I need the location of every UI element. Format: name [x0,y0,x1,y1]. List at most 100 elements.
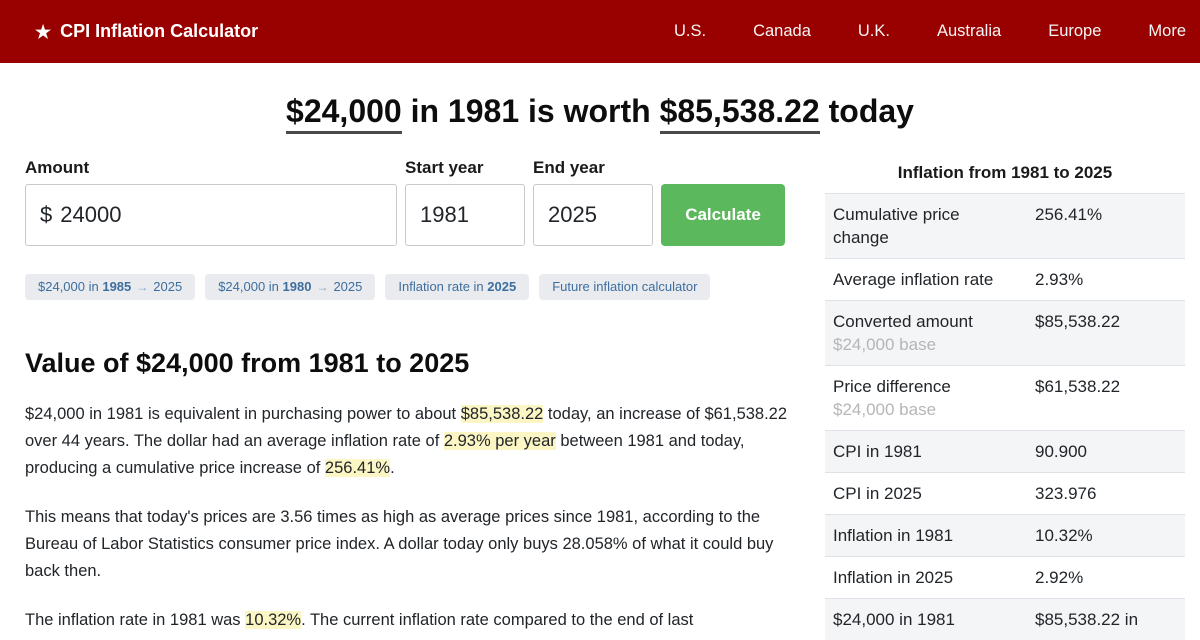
nav-link-more[interactable]: More [1148,22,1186,41]
site-brand-label: CPI Inflation Calculator [60,21,258,42]
table-row: CPI in 1981 90.900 [825,431,1185,473]
text-segment: 2025 [487,279,516,294]
stat-label-text: Inflation in 2025 [833,566,1019,589]
start-year-input[interactable] [420,202,510,228]
page-title: $24,000 in 1981 is worth $85,538.22 toda… [0,93,1200,130]
text-segment: The inflation rate in 1981 was [25,611,245,629]
title-amount-link[interactable]: $24,000 [286,93,402,134]
quick-link-pill[interactable]: Future inflation calculator [539,274,710,300]
end-year-label: End year [533,158,653,178]
text-segment: This means that today's prices are 3.56 … [25,508,773,580]
stat-label-text: Inflation in 1981 [833,524,1019,547]
title-result-link[interactable]: $85,538.22 [660,93,820,134]
main-content: Amount $ Start year End year Calculate [0,158,1200,640]
text-segment: $24,000 in 1981 is equivalent in purchas… [25,405,461,423]
stat-label-text: CPI in 1981 [833,440,1019,463]
end-year-input-box [533,184,653,246]
text-segment: 2025 [333,279,362,294]
stat-value: 256.41% [1027,194,1185,259]
text-segment: . [390,459,395,477]
stat-value: 2.93% [1027,259,1185,301]
sidebar-table-title: Inflation from 1981 to 2025 [825,163,1185,183]
calculate-button[interactable]: Calculate [661,184,785,246]
stat-label: Cumulative price change [825,194,1027,259]
article-body: $24,000 in 1981 is equivalent in purchas… [25,401,792,634]
text-segment: 1985 [102,279,131,294]
site-brand[interactable]: ★ CPI Inflation Calculator [35,21,258,42]
section-heading: Value of $24,000 from 1981 to 2025 [25,348,792,379]
stat-label: $24,000 in 1981 [825,599,1027,640]
stat-label: Inflation in 2025 [825,557,1027,599]
stat-label: Inflation in 1981 [825,515,1027,557]
stat-label: CPI in 2025 [825,473,1027,515]
stat-label: CPI in 1981 [825,431,1027,473]
highlighted-value: 256.41% [325,459,390,477]
stat-label-text: Price difference [833,375,1019,398]
article-paragraph: This means that today's prices are 3.56 … [25,504,792,585]
highlighted-value: 10.32% [245,611,301,629]
left-column: Amount $ Start year End year Calculate [25,158,792,634]
title-middle-text: in 1981 is worth [402,93,660,129]
text-segment: $24,000 in [38,279,102,294]
stat-sublabel: $24,000 base [833,398,1019,421]
stat-label-text: CPI in 2025 [833,482,1019,505]
table-row: CPI in 2025 323.976 [825,473,1185,515]
text-segment: Inflation rate in [398,279,487,294]
end-year-field-group: End year [533,158,653,246]
text-segment: Future inflation calculator [552,279,697,294]
nav-link-europe[interactable]: Europe [1048,22,1101,41]
start-year-field-group: Start year [405,158,525,246]
stat-label: Average inflation rate [825,259,1027,301]
stat-label-text: Cumulative price change [833,203,1019,249]
stat-sublabel: $24,000 base [833,333,1019,356]
text-segment: . The current inflation rate compared to… [301,611,693,629]
quick-link-pill[interactable]: Inflation rate in 2025 [385,274,529,300]
stat-value: 2.92% [1027,557,1185,599]
stat-label-text: Converted amount [833,310,1019,333]
amount-field-group: Amount $ [25,158,397,246]
article-paragraph: $24,000 in 1981 is equivalent in purchas… [25,401,792,482]
stat-value: 90.900 [1027,431,1185,473]
stat-value: 323.976 [1027,473,1185,515]
sidebar: Inflation from 1981 to 2025 Cumulative p… [825,158,1185,640]
text-segment: $24,000 in [218,279,282,294]
stat-label: Price difference$24,000 base [825,366,1027,431]
stat-value: $85,538.22 in [1027,599,1185,640]
stat-value: $85,538.22 [1027,301,1185,366]
start-year-label: Start year [405,158,525,178]
amount-input[interactable] [60,202,382,228]
main-nav: U.S. Canada U.K. Australia Europe More [674,22,1186,41]
star-icon: ★ [35,23,51,41]
stat-value: 10.32% [1027,515,1185,557]
quick-link-pill[interactable]: $24,000 in 1985→2025 [25,274,195,300]
highlighted-value: $85,538.22 [461,405,544,423]
start-year-input-box [405,184,525,246]
amount-input-box: $ [25,184,397,246]
stat-value: $61,538.22 [1027,366,1185,431]
highlighted-value: 2.93% per year [444,432,556,450]
calculator-form: Amount $ Start year End year Calculate [25,158,792,246]
nav-link-canada[interactable]: Canada [753,22,811,41]
nav-link-australia[interactable]: Australia [937,22,1001,41]
text-segment: 1980 [283,279,312,294]
table-row: Converted amount$24,000 base$85,538.22 [825,301,1185,366]
right-arrow-icon: → [316,280,328,294]
stat-label-text: $24,000 in 1981 [833,608,1019,631]
end-year-input[interactable] [548,202,638,228]
table-row: Average inflation rate 2.93% [825,259,1185,301]
table-row: Inflation in 1981 10.32% [825,515,1185,557]
title-suffix-text: today [820,93,914,129]
nav-link-uk[interactable]: U.K. [858,22,890,41]
text-segment: 2025 [153,279,182,294]
quick-links: $24,000 in 1985→2025$24,000 in 1980→2025… [25,274,792,300]
quick-link-pill[interactable]: $24,000 in 1980 → 2025 [205,274,375,300]
table-row: Inflation in 2025 2.92% [825,557,1185,599]
currency-symbol: $ [40,202,52,228]
navbar: ★ CPI Inflation Calculator U.S. Canada U.K… [0,0,1200,63]
amount-label: Amount [25,158,397,178]
stat-label: Converted amount$24,000 base [825,301,1027,366]
nav-link-us[interactable]: U.S. [674,22,706,41]
stat-label-text: Average inflation rate [833,268,1019,291]
